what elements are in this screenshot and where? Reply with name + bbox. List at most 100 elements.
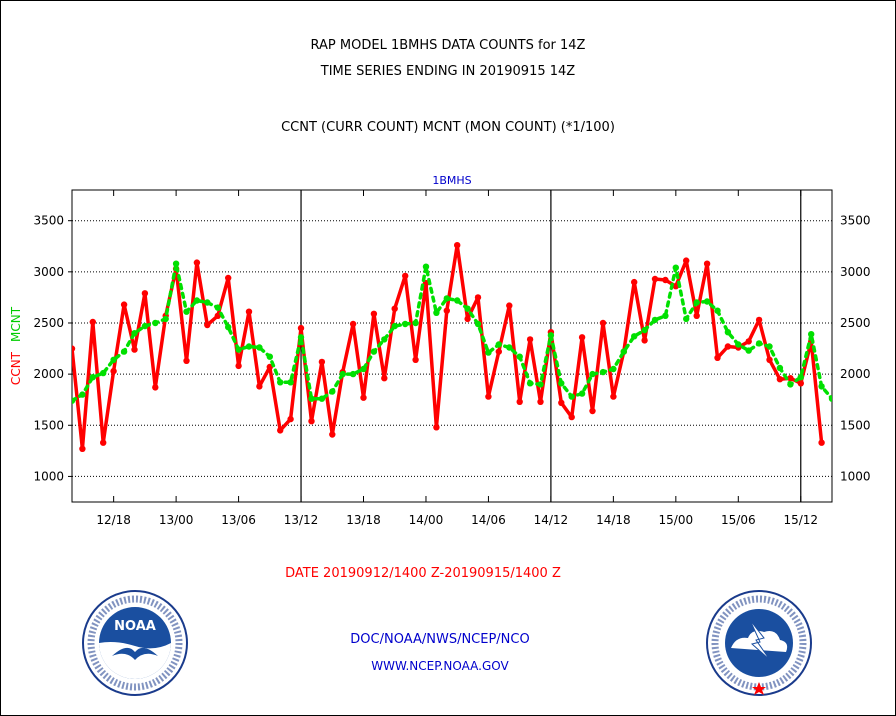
y-tick-label-right: 1500 <box>840 418 871 432</box>
ccnt-series-point <box>204 321 211 329</box>
ccnt-series-point <box>766 356 773 363</box>
ccnt-series-point <box>495 348 502 355</box>
ccnt-series-point <box>797 380 804 387</box>
mcnt-series-point <box>162 315 169 323</box>
mcnt-series-point <box>183 308 190 315</box>
mcnt-series-point <box>641 326 648 334</box>
mcnt-series-point <box>172 260 180 267</box>
mcnt-series-point <box>89 374 97 381</box>
mcnt-series-point <box>443 295 450 302</box>
ccnt-series-point <box>610 393 617 400</box>
ccnt-series-point <box>672 283 679 290</box>
mcnt-series-point <box>651 316 659 324</box>
mcnt-series-point <box>381 336 388 343</box>
series-legend: CCNT (CURR COUNT) MCNT (MON COUNT) (*1/1… <box>281 120 615 135</box>
ccnt-series-point <box>506 302 513 309</box>
mcnt-series-point <box>599 368 607 376</box>
mcnt-series-point <box>287 379 294 386</box>
ccnt-series-point <box>776 376 784 383</box>
ccnt-series-point <box>235 362 242 370</box>
mcnt-series-point <box>537 381 544 388</box>
mcnt-series-point <box>547 332 555 339</box>
mcnt-series-point <box>402 320 409 328</box>
mcnt-series-point <box>526 380 534 387</box>
ccnt-series-point <box>141 290 149 297</box>
ccnt-series-point <box>183 357 190 364</box>
website-text: WWW.NCEP.NOAA.GOV <box>371 659 509 673</box>
mcnt-series-point <box>808 331 815 338</box>
chart-title-line2: TIME SERIES ENDING IN 20190915 14Z <box>320 64 576 79</box>
ccnt-series-point <box>485 393 492 400</box>
y-tick-label-right: 1000 <box>840 469 871 483</box>
mcnt-series-point <box>256 344 263 351</box>
x-tick-label: 14/18 <box>596 513 631 527</box>
ccnt-series-point <box>662 276 669 284</box>
mcnt-series-point <box>516 353 523 360</box>
x-tick-label: 15/06 <box>721 513 756 527</box>
ccnt-series-point <box>443 307 450 314</box>
mcnt-series-point <box>578 390 586 397</box>
series-group <box>72 242 832 452</box>
ccnt-series-point <box>818 439 825 446</box>
mcnt-series-point <box>589 370 596 378</box>
ccnt-series-point <box>266 363 273 371</box>
y-tick-label-right: 3000 <box>840 265 871 279</box>
mcnt-series-point <box>141 322 149 330</box>
ccnt-series-point <box>287 415 294 423</box>
x-tick-label: 13/06 <box>221 513 256 527</box>
x-tick-label: 15/00 <box>659 513 694 527</box>
ccnt-series-point <box>454 242 461 249</box>
mcnt-series-point <box>318 395 326 402</box>
mcnt-series-point <box>79 391 86 398</box>
mcnt-series-point <box>339 370 346 378</box>
y-tick-label-left: 3000 <box>33 265 64 279</box>
mcnt-series-point <box>474 320 482 328</box>
mcnt-series-point <box>152 319 159 327</box>
y-tick-label-left: 1500 <box>33 418 64 432</box>
ccnt-series-point <box>755 316 763 324</box>
ccnt-series-point <box>787 375 794 382</box>
ccnt-series-point <box>683 257 690 264</box>
mcnt-series-point <box>724 329 732 336</box>
mcnt-series-point <box>558 380 565 387</box>
mcnt-series-point <box>662 312 669 319</box>
credit-text: DOC/NOAA/NWS/NCEP/NCO <box>350 632 530 647</box>
ccnt-series-point <box>225 274 232 282</box>
mcnt-series-point <box>620 348 627 355</box>
y-tick-label-right: 3500 <box>840 214 871 228</box>
y-tick-label-right: 2500 <box>840 316 871 330</box>
mcnt-series-point <box>818 383 825 390</box>
ccnt-series-point <box>349 320 357 328</box>
ccnt-series-point <box>360 394 367 401</box>
ccnt-series-point <box>277 427 284 434</box>
mcnt-series-point <box>495 341 502 348</box>
y-axis-label: CCNT MCNT <box>9 306 23 385</box>
mcnt-series-point <box>277 379 284 386</box>
mcnt-series-point <box>349 370 357 378</box>
mcnt-series-point <box>110 356 117 363</box>
x-tick-label: 14/00 <box>409 513 444 527</box>
ccnt-series-point <box>318 358 326 366</box>
ccnt-series-point <box>526 336 534 343</box>
ccnt-series-point <box>578 334 586 341</box>
mcnt-series-point <box>360 365 367 373</box>
mcnt-series-point <box>235 346 242 353</box>
mcnt-series-point <box>100 369 107 377</box>
ccnt-series-point <box>703 260 711 267</box>
x-tick-label: 14/06 <box>471 513 506 527</box>
y-tick-label-left: 2000 <box>33 367 64 381</box>
y-axis-label-ccnt: CCNT <box>9 351 23 385</box>
mcnt-series-point <box>266 353 273 360</box>
plot-title: 1BMHS <box>432 174 471 187</box>
noaa-logo: NOAA <box>82 590 188 696</box>
mcnt-series-point <box>776 364 784 372</box>
x-tick-label: 14/12 <box>534 513 569 527</box>
y-tick-label-right: 2000 <box>840 367 871 381</box>
ccnt-series-point <box>152 384 159 391</box>
mcnt-series-point <box>693 299 700 306</box>
x-tick-label: 13/18 <box>346 513 381 527</box>
ccnt-series-point <box>599 319 607 327</box>
mcnt-series-point <box>225 323 232 331</box>
mcnt-series-point <box>766 343 773 350</box>
y-tick-label-left: 2500 <box>33 316 64 330</box>
